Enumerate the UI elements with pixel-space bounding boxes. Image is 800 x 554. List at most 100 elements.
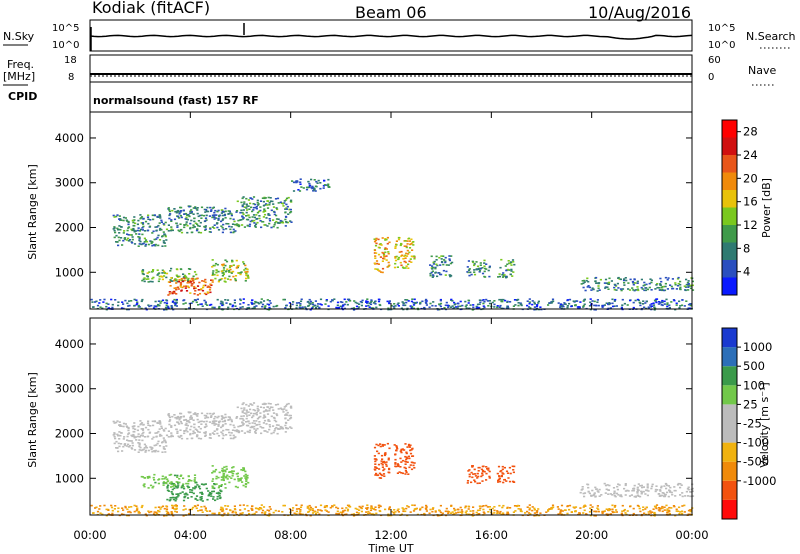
echo-cell <box>162 446 165 448</box>
echo-cell <box>113 508 116 510</box>
echo-cell <box>290 405 293 408</box>
echo-cell <box>621 504 624 507</box>
echo-cell <box>594 495 597 498</box>
echo-cell <box>248 431 251 434</box>
echo-cell <box>500 300 503 303</box>
echo-cell <box>621 510 624 512</box>
echo-cell <box>182 499 186 502</box>
echo-cell <box>677 482 680 485</box>
echo-cell <box>601 306 604 309</box>
echo-cell <box>165 272 169 275</box>
echo-cell <box>282 411 285 413</box>
echo-cell <box>674 495 677 497</box>
echo-cell <box>528 508 531 511</box>
echo-cell <box>254 300 257 303</box>
echo-cell <box>148 225 152 228</box>
echo-cell <box>228 270 231 272</box>
echo-cell <box>405 265 408 267</box>
echo-cell <box>262 300 266 302</box>
echo-cell <box>275 207 278 209</box>
echo-cell <box>592 494 595 497</box>
echo-cell <box>383 454 387 457</box>
echo-cell <box>365 300 368 302</box>
echo-cell <box>513 465 516 468</box>
echo-cell <box>175 299 178 302</box>
echo-cell <box>506 511 509 514</box>
echo-cell <box>222 429 225 432</box>
colorbar-segment <box>722 442 737 462</box>
echo-cell <box>241 411 244 414</box>
echo-cell <box>346 508 350 511</box>
echo-cell <box>142 278 145 281</box>
echo-cell <box>439 504 442 507</box>
echo-cell <box>395 446 398 448</box>
echo-cell <box>289 406 292 409</box>
echo-cell <box>620 513 623 516</box>
echo-cell <box>144 243 147 246</box>
echo-cell <box>160 434 163 437</box>
echo-cell <box>339 305 342 308</box>
echo-cell <box>158 278 161 280</box>
echo-cell <box>113 435 116 438</box>
echo-cell <box>487 511 490 513</box>
echo-cell <box>453 507 456 510</box>
echo-cell <box>211 487 214 489</box>
echo-cell <box>283 504 286 507</box>
echo-cell <box>319 298 323 301</box>
echo-cell <box>383 444 386 446</box>
echo-cell <box>248 429 252 432</box>
echo-cell <box>141 504 144 507</box>
echo-cell <box>289 220 292 222</box>
echo-cell <box>217 486 220 489</box>
echo-cell <box>211 266 214 268</box>
echo-cell <box>209 291 212 294</box>
echo-cell <box>443 259 446 261</box>
echo-cell <box>520 510 523 513</box>
echo-cell <box>184 495 187 498</box>
nsearch-tick: 10^5 <box>708 23 735 34</box>
echo-cell <box>653 306 656 308</box>
echo-cell <box>168 474 171 476</box>
echo-cell <box>386 266 389 268</box>
echo-cell <box>242 402 245 404</box>
echo-cell <box>268 218 271 220</box>
echo-cell <box>224 487 227 489</box>
y-tick-label: 2000 <box>55 221 84 235</box>
echo-cell <box>446 510 449 513</box>
echo-cell <box>348 504 351 507</box>
echo-cell <box>412 304 416 306</box>
echo-cell <box>138 233 141 235</box>
echo-cell <box>211 306 214 309</box>
echo-cell <box>307 511 310 513</box>
echo-cell <box>188 411 191 414</box>
echo-cell <box>137 219 140 222</box>
echo-cell <box>92 512 95 514</box>
echo-cell <box>195 277 198 280</box>
echo-cell <box>190 508 193 511</box>
echo-cell <box>658 495 661 497</box>
echo-cell <box>193 487 196 490</box>
echo-cell <box>130 506 133 508</box>
echo-cell <box>192 492 195 495</box>
echo-cell <box>197 304 200 306</box>
echo-cell <box>131 435 134 438</box>
echo-cell <box>483 265 486 267</box>
colorbar-segment <box>722 225 737 243</box>
echo-cell <box>244 280 247 282</box>
echo-cell <box>144 220 148 223</box>
echo-cell <box>165 434 169 437</box>
echo-cell <box>247 218 250 221</box>
echo-cell <box>221 264 225 267</box>
echo-cell <box>387 251 390 253</box>
echo-cell <box>221 425 224 427</box>
echo-cell <box>167 305 170 308</box>
echo-cell <box>209 434 212 436</box>
echo-cell <box>199 437 203 440</box>
echo-cell <box>384 251 387 254</box>
echo-cell <box>242 302 245 304</box>
echo-cell <box>593 510 596 513</box>
echo-cell <box>211 490 214 493</box>
echo-cell <box>644 289 647 292</box>
echo-cell <box>355 305 359 308</box>
echo-cell <box>141 429 145 431</box>
